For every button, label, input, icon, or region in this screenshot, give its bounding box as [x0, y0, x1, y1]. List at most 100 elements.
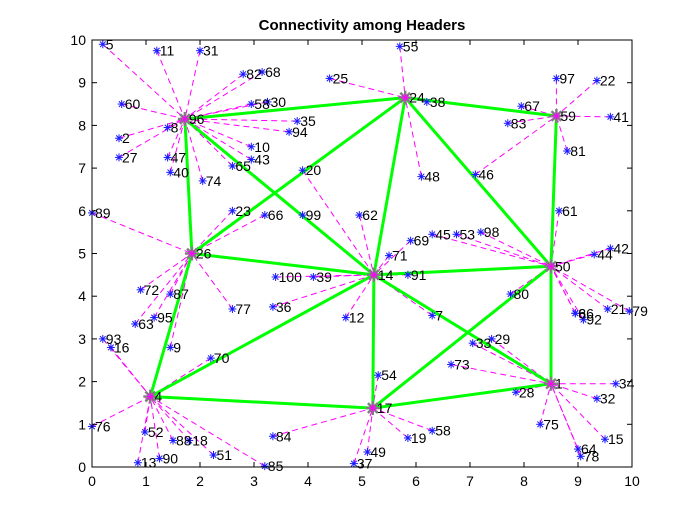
member-node-marker [136, 285, 145, 294]
member-node-marker [293, 117, 302, 126]
member-node-marker [452, 230, 461, 239]
member-link [329, 77, 406, 99]
member-node-label: 21 [611, 301, 627, 317]
member-node-label: 35 [300, 113, 316, 129]
member-link [167, 118, 186, 158]
y-tick-label: 0 [78, 459, 86, 475]
member-node-label: 31 [203, 43, 219, 59]
member-node-label: 58 [254, 96, 270, 112]
member-link [184, 50, 201, 120]
member-node-label: 70 [214, 350, 230, 366]
y-tick-label: 5 [78, 246, 86, 262]
header-links [148, 96, 558, 410]
member-node-marker [166, 168, 175, 177]
member-node-label: 93 [106, 331, 122, 347]
member-node-label: 43 [254, 152, 270, 168]
member-node-label: 36 [276, 299, 292, 315]
member-node-label: 91 [411, 267, 427, 283]
member-link [184, 103, 252, 120]
member-link [118, 118, 186, 139]
member-link [302, 169, 375, 276]
member-node-marker [268, 432, 277, 441]
member-node-marker [196, 46, 204, 55]
member-link [167, 118, 186, 128]
member-node-label: 44 [597, 246, 613, 262]
member-node-label: 87 [173, 286, 189, 302]
member-link [373, 240, 411, 276]
member-link [550, 383, 598, 400]
member-link [550, 265, 630, 312]
header-link [372, 382, 552, 410]
member-node-label: 86 [578, 305, 594, 321]
member-link [184, 118, 252, 160]
header-node-center [368, 404, 377, 413]
member-node-label: 15 [608, 431, 624, 447]
member-link [550, 383, 606, 440]
y-tick-label: 8 [78, 117, 86, 133]
member-node-label: 89 [95, 205, 111, 221]
member-link [372, 375, 379, 409]
member-node-marker [592, 76, 601, 85]
member-node-label: 28 [519, 384, 535, 400]
member-node-label: 30 [271, 94, 287, 110]
member-node-label: 32 [600, 391, 616, 407]
header-node-label: 26 [196, 246, 212, 262]
member-node-marker [428, 230, 437, 239]
x-tick-label: 3 [250, 473, 258, 489]
member-node-marker [517, 102, 526, 111]
y-tick-label: 1 [78, 416, 86, 432]
member-node-marker [403, 433, 412, 442]
member-link [156, 50, 186, 120]
member-node-marker [574, 445, 582, 454]
member-node-marker [131, 319, 140, 328]
member-link [137, 396, 151, 463]
member-node-label: 46 [478, 167, 494, 183]
header-link [191, 252, 375, 277]
member-link [550, 383, 582, 457]
member-node-label: 66 [268, 207, 284, 223]
header-node-label: 59 [560, 108, 576, 124]
header-link [148, 253, 194, 397]
member-node-label: 10 [254, 139, 270, 155]
member-node-marker [341, 313, 350, 322]
member-node-marker [163, 153, 172, 162]
member-node-marker [169, 436, 177, 445]
member-node-marker [298, 211, 307, 220]
member-link [372, 407, 433, 432]
member-link [191, 253, 233, 310]
member-node-label: 34 [619, 376, 635, 392]
member-node-marker [152, 46, 161, 55]
member-node-label: 22 [600, 73, 616, 89]
member-node-label: 73 [454, 357, 470, 373]
x-tick-label: 7 [466, 473, 474, 489]
member-link [373, 274, 433, 316]
member-node-marker [106, 343, 115, 352]
member-node-label: 79 [632, 303, 648, 319]
member-node-label: 16 [114, 339, 130, 355]
member-link [358, 214, 375, 275]
member-node-marker [511, 388, 520, 397]
x-tick-label: 10 [624, 473, 640, 489]
member-node-marker [503, 119, 512, 128]
member-node-label: 74 [206, 173, 222, 189]
member-node-marker [506, 290, 515, 299]
member-node-label: 83 [511, 115, 527, 131]
member-node-marker [271, 272, 280, 281]
member-link [550, 266, 576, 314]
header-link [373, 264, 552, 277]
x-tick-label: 6 [412, 473, 420, 489]
member-link [556, 80, 598, 117]
member-node-label: 47 [171, 149, 187, 165]
member-node-marker [428, 311, 437, 320]
member-node-marker [115, 134, 123, 143]
member-node-label: 11 [160, 43, 175, 59]
member-node-label: 37 [357, 456, 373, 472]
member-node-marker [428, 426, 437, 435]
member-link [110, 347, 151, 397]
member-link [272, 407, 373, 437]
node-markers [88, 40, 634, 471]
member-node-marker [606, 244, 615, 253]
